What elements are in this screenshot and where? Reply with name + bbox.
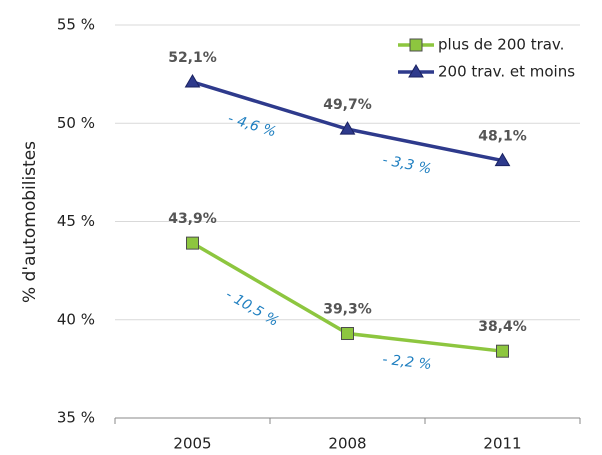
y-tick-label: 50 %: [57, 114, 95, 132]
y-tick-label: 55 %: [57, 16, 95, 34]
x-tick-label: 2008: [328, 435, 366, 453]
y-axis-label: % d'automobilistes: [20, 141, 40, 303]
legend-marker: [409, 38, 423, 52]
legend-marker: [408, 64, 424, 78]
y-tick-label: 35 %: [57, 409, 95, 427]
point-marker: [186, 236, 199, 250]
point-marker: [496, 344, 509, 358]
change-label: - 2,2 %: [381, 352, 432, 374]
change-label: - 10,5 %: [223, 287, 282, 330]
value-label: 48,1%: [478, 129, 527, 145]
legend-label: plus de 200 trav.: [438, 36, 564, 54]
legend-label: 200 trav. et moins: [438, 63, 575, 81]
y-tick-label: 40 %: [57, 310, 95, 328]
value-label: 39,3%: [323, 302, 372, 318]
value-label: 52,1%: [168, 50, 217, 66]
point-marker: [339, 121, 356, 135]
point-marker: [341, 327, 354, 341]
point-marker: [494, 152, 511, 167]
y-tick-label: 45 %: [57, 212, 95, 230]
value-label: 38,4%: [478, 319, 527, 335]
x-tick-label: 2005: [173, 435, 211, 453]
value-label: 43,9%: [168, 211, 217, 227]
x-tick-label: 2011: [483, 435, 521, 453]
change-label: - 4,6 %: [226, 111, 278, 141]
point-marker: [184, 73, 201, 88]
value-label: 49,7%: [323, 97, 372, 113]
change-label: - 3,3 %: [381, 152, 433, 178]
